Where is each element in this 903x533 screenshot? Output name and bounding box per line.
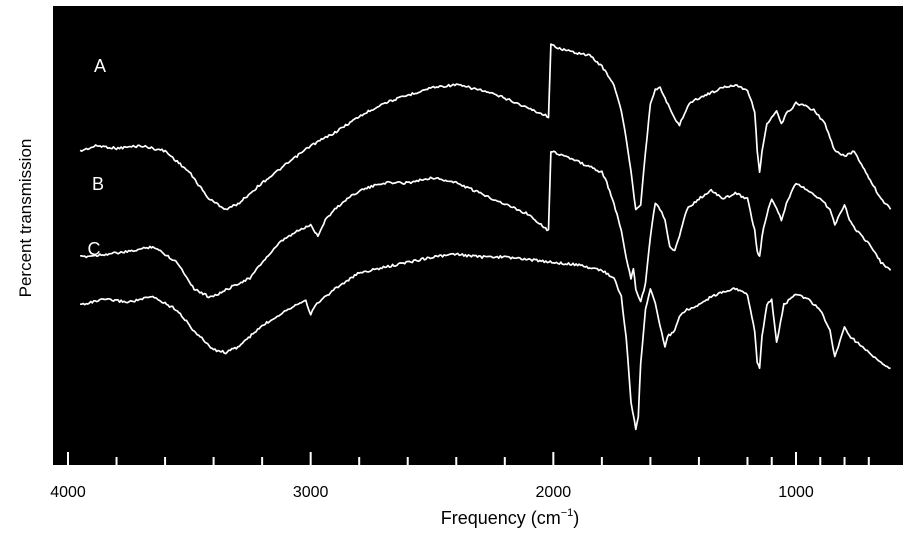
x-tick-label: 3000	[293, 484, 329, 501]
series-line-a	[79, 43, 892, 211]
series-label-a: A	[94, 56, 106, 76]
series-label-c: C	[88, 239, 101, 259]
y-axis-title: Percent transmission	[16, 139, 35, 298]
x-tick-label: 4000	[50, 484, 86, 501]
series-label-b: B	[92, 174, 104, 194]
series-line-b	[80, 150, 892, 303]
x-tick-label: 1000	[778, 484, 814, 501]
x-axis-title: Frequency (cm−1)	[441, 507, 580, 528]
x-tick-label: 2000	[536, 484, 572, 501]
series-line-c	[80, 252, 891, 431]
plot-background	[52, 6, 903, 466]
